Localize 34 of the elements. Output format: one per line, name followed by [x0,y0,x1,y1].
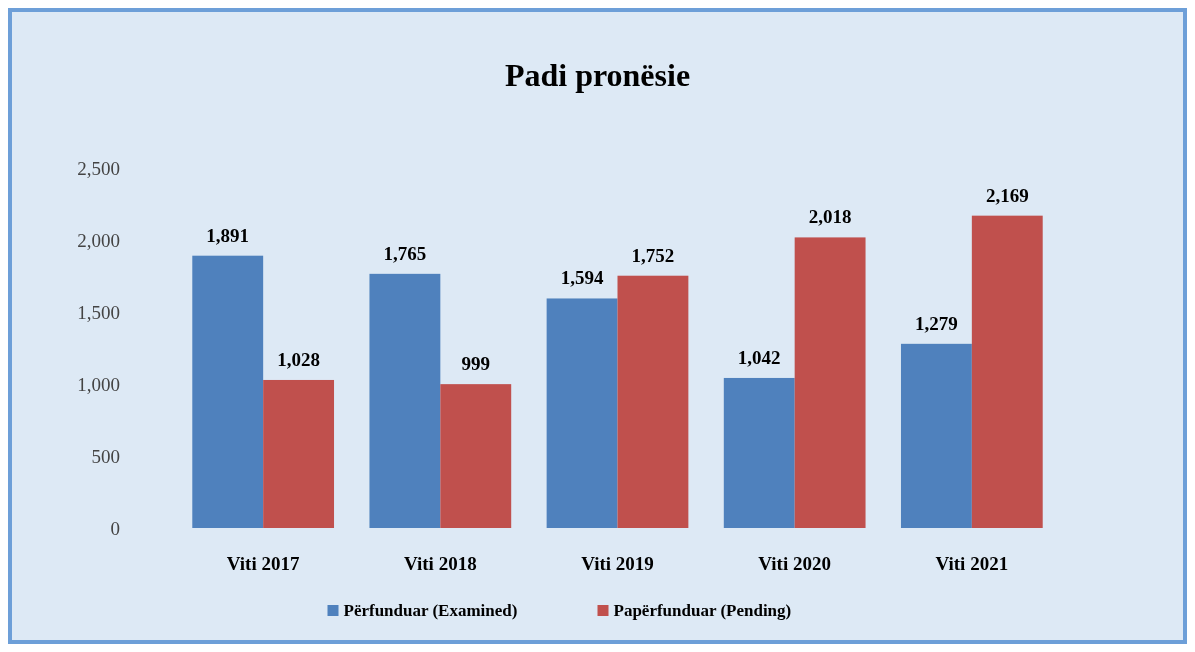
bar [263,379,335,528]
bar [617,275,689,528]
legend-label: Papërfunduar (Pending) [613,601,792,620]
y-tick-label: 0 [110,517,120,539]
bar [794,237,866,528]
x-tick-label: Viti 2018 [404,553,477,574]
legend-label: Përfunduar (Examined) [343,601,518,620]
data-label: 1,042 [737,346,781,368]
bar [192,255,264,528]
data-label: 999 [461,353,491,375]
bar [369,273,441,528]
y-tick-label: 2,000 [77,229,120,251]
data-label: 2,018 [808,206,852,228]
x-tick-label: Viti 2021 [935,553,1009,574]
y-tick-label: 2,500 [77,157,120,179]
bar [440,384,512,528]
data-label: 1,028 [277,348,320,370]
y-tick-label: 1,000 [77,373,120,395]
chart-title: Padi pronësie [504,57,691,93]
x-tick-label: Viti 2017 [226,553,300,574]
bar [546,298,618,528]
data-label: 1,752 [631,244,675,266]
bar [971,215,1043,528]
y-tick-label: 1,500 [77,301,120,323]
data-label: 1,891 [206,224,250,246]
y-tick-label: 500 [91,445,120,467]
bar [723,377,795,528]
bar [900,343,972,528]
data-label: 1,594 [560,267,604,289]
data-label: 1,765 [383,242,427,264]
data-label: 2,169 [985,184,1029,206]
data-label: 1,279 [915,312,958,334]
x-tick-label: Viti 2020 [758,553,831,574]
x-tick-label: Viti 2019 [581,553,654,574]
